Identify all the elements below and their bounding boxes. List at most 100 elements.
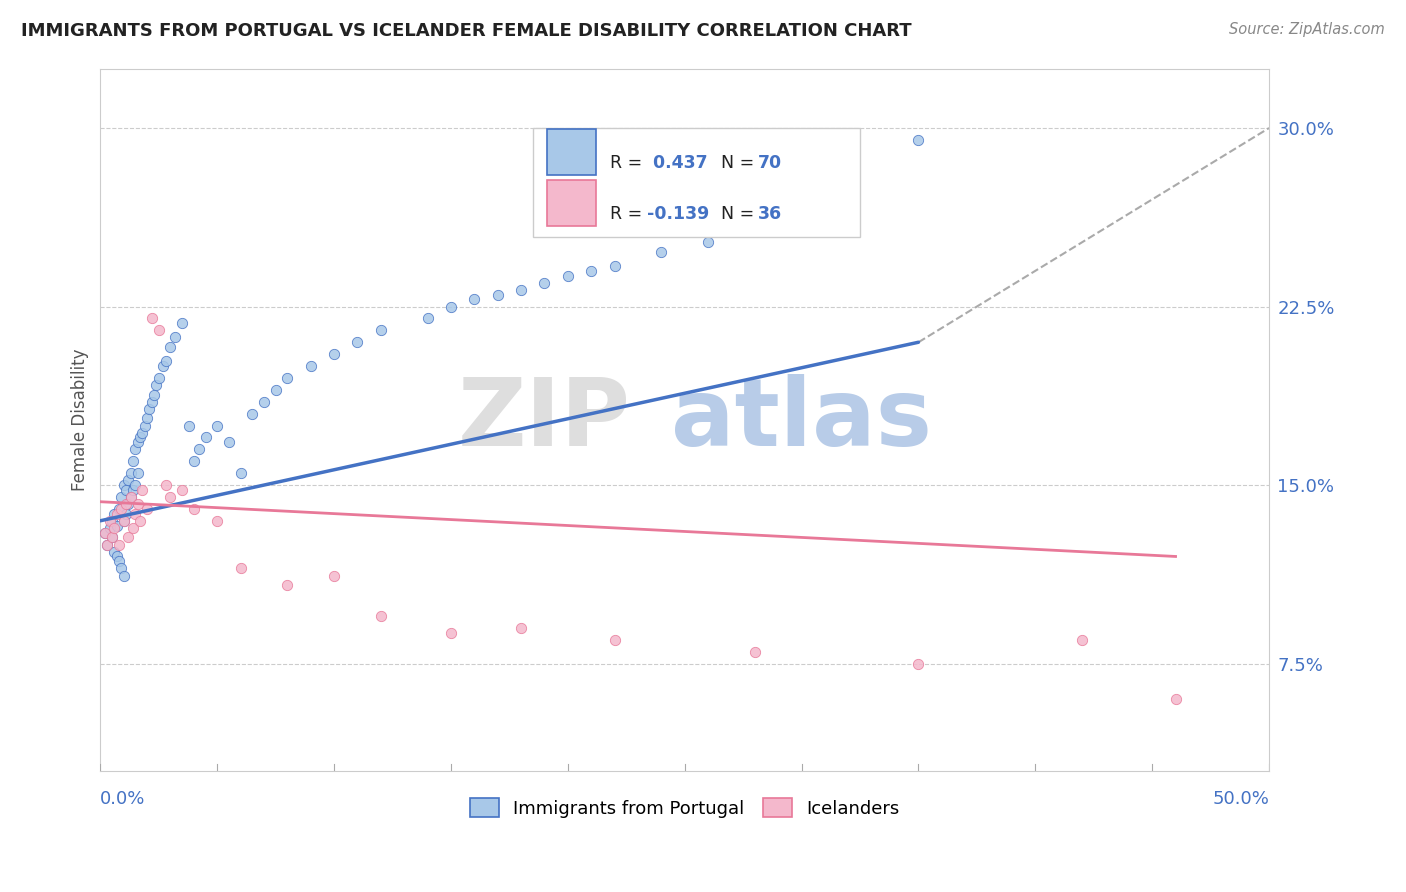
Text: N =: N = [721,205,759,223]
Point [194,430,217,444]
Text: 36: 36 [758,205,783,223]
Point [240,407,263,421]
Point [131,425,153,440]
Text: 0.437: 0.437 [647,153,709,171]
Point [105,507,128,521]
Point [110,561,132,575]
Point [120,490,142,504]
Point [145,378,167,392]
Point [346,335,368,350]
Point [101,530,124,544]
Point [907,133,929,147]
Point [124,478,146,492]
Text: IMMIGRANTS FROM PORTUGAL VS ICELANDER FEMALE DISABILITY CORRELATION CHART: IMMIGRANTS FROM PORTUGAL VS ICELANDER FE… [21,22,911,40]
Point [122,454,145,468]
Point [108,554,131,568]
Point [112,478,135,492]
Point [253,394,276,409]
Point [510,621,533,635]
Point [370,609,392,624]
Point [276,578,298,592]
Point [229,561,252,575]
Point [205,514,228,528]
Point [110,490,132,504]
Point [129,514,152,528]
Point [136,411,159,425]
Point [129,430,152,444]
Point [131,483,153,497]
Point [440,625,463,640]
Point [323,347,346,361]
Text: atlas: atlas [671,374,932,466]
Point [141,394,163,409]
Point [603,259,626,273]
Point [229,466,252,480]
Point [96,538,118,552]
Text: R =: R = [610,153,648,171]
Point [264,383,287,397]
Point [299,359,322,373]
Point [103,507,125,521]
Point [127,497,149,511]
Text: -0.139: -0.139 [647,205,710,223]
Point [218,435,240,450]
Point [110,501,132,516]
FancyBboxPatch shape [533,128,860,237]
Point [127,466,149,480]
Point [115,497,138,511]
Point [603,632,626,647]
Point [183,501,205,516]
Point [148,371,170,385]
Point [101,514,124,528]
Text: ZIP: ZIP [458,374,631,466]
Point [112,568,135,582]
Text: 0.0%: 0.0% [100,789,146,808]
Point [907,657,929,671]
Point [112,514,135,528]
Point [117,473,139,487]
Point [98,514,121,528]
Point [148,323,170,337]
Point [486,287,509,301]
Point [152,359,174,373]
Text: R =: R = [610,205,648,223]
Point [205,418,228,433]
Text: 70: 70 [758,153,783,171]
Point [112,514,135,528]
Point [463,293,485,307]
Point [159,340,181,354]
Point [172,483,194,497]
Point [124,442,146,457]
Point [143,387,166,401]
Text: Source: ZipAtlas.com: Source: ZipAtlas.com [1229,22,1385,37]
Point [98,521,121,535]
Point [136,501,159,516]
Point [115,507,138,521]
Point [122,521,145,535]
Point [124,507,146,521]
Text: 50.0%: 50.0% [1212,789,1270,808]
Point [141,311,163,326]
Point [159,490,181,504]
Point [122,483,145,497]
Point [138,401,160,416]
Point [187,442,209,457]
Point [103,521,125,535]
Point [697,235,720,250]
Point [1164,692,1187,706]
Legend: Immigrants from Portugal, Icelanders: Immigrants from Portugal, Icelanders [463,791,907,825]
Point [96,538,118,552]
Point [120,466,142,480]
Point [1071,632,1094,647]
Point [117,530,139,544]
Point [105,549,128,564]
Point [172,316,194,330]
Point [127,435,149,450]
Point [533,276,555,290]
Point [323,568,346,582]
Point [183,454,205,468]
Point [134,418,156,433]
Point [103,545,125,559]
Point [440,300,463,314]
Point [117,497,139,511]
